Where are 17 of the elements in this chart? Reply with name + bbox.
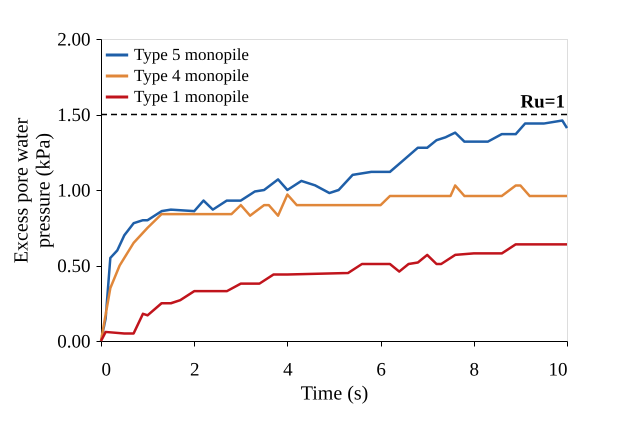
y-tick-label: 0.00 — [57, 332, 90, 352]
x-tick-label: 6 — [376, 360, 386, 380]
x-tick-label: 0 — [102, 360, 111, 380]
y-axis-title: Excess pore water pressure (kPa) — [10, 117, 54, 264]
x-axis-title: Time (s) — [300, 382, 368, 404]
x-tick-label: 2 — [190, 360, 200, 380]
x-tick-label: 10 — [548, 360, 568, 380]
y-tick-label: 1.00 — [57, 180, 90, 202]
x-tick-label: 4 — [283, 360, 294, 380]
ref-line-label: Ru=1 — [520, 92, 565, 112]
x-tick-label: 8 — [470, 360, 480, 380]
y-tick-label: 2.00 — [57, 30, 90, 50]
legend-label: Type 1 monopile — [134, 87, 249, 106]
y-tick-label: 1.50 — [57, 105, 90, 126]
y-tick-label: 0.50 — [57, 256, 90, 277]
legend-label: Type 5 monopile — [134, 45, 249, 64]
legend-label: Type 4 monopile — [134, 66, 249, 85]
